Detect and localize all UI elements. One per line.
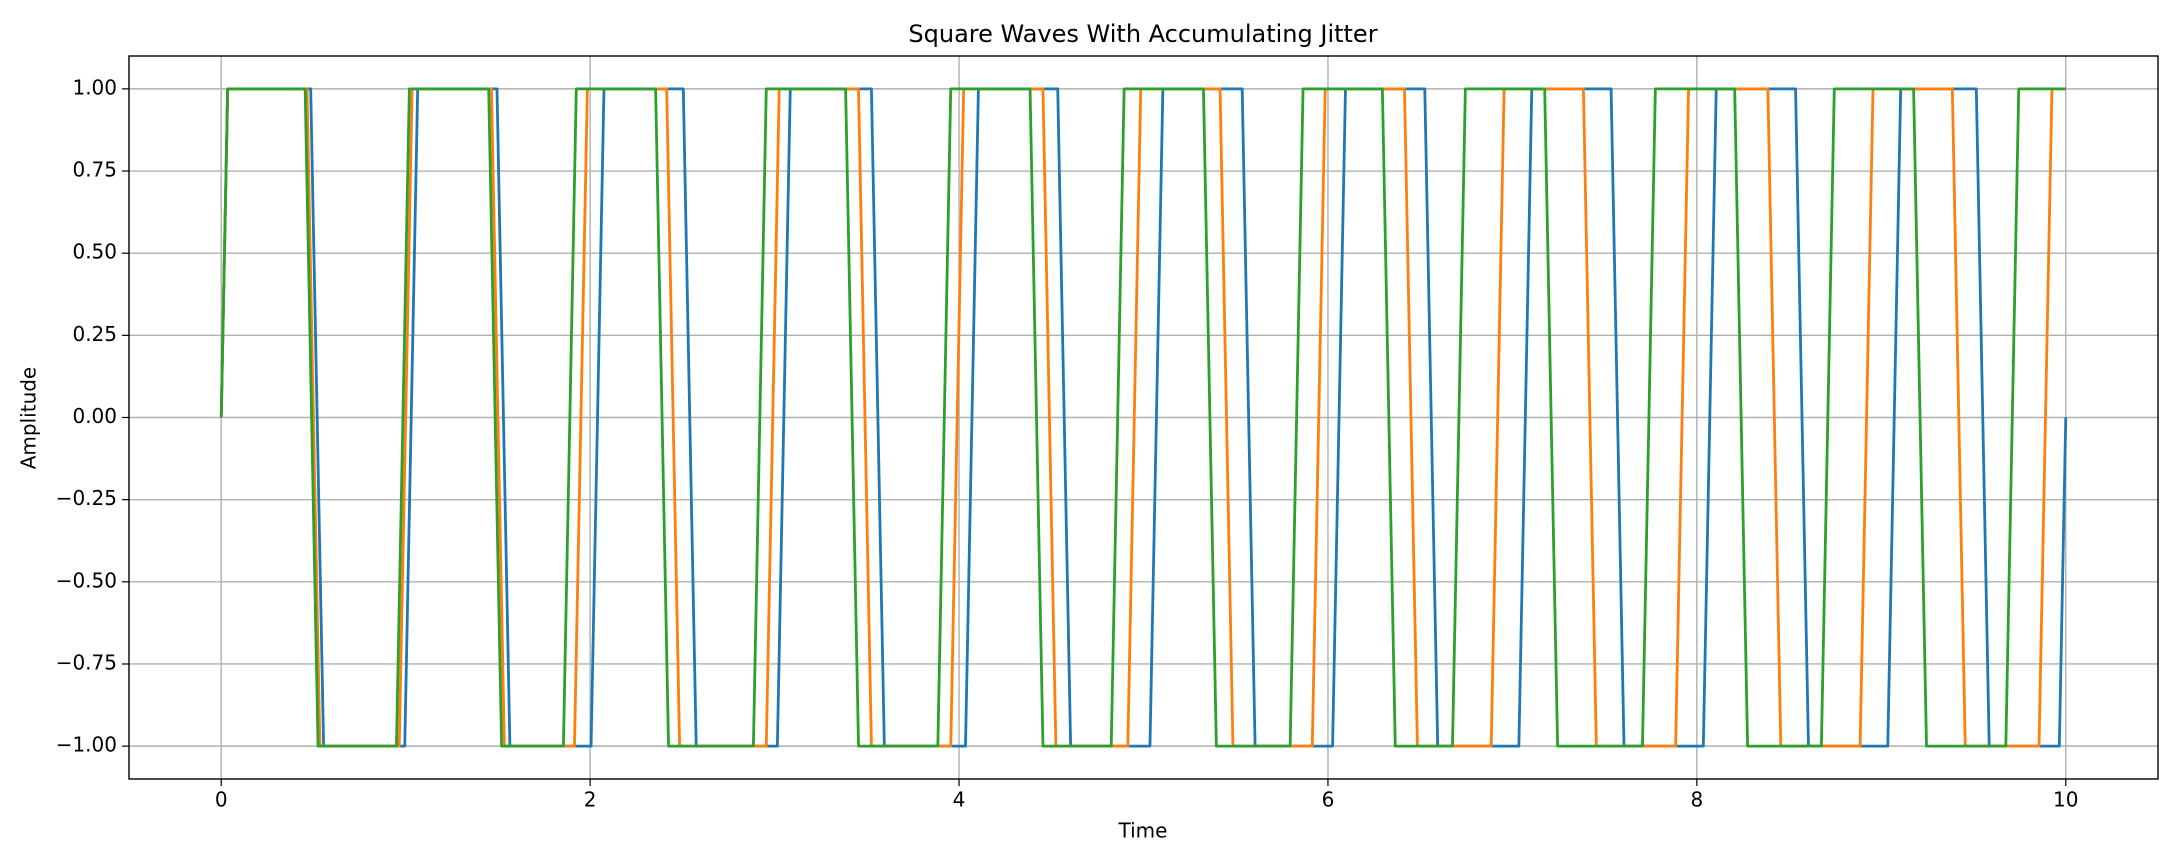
x-tick-label: 8 [1690, 788, 1703, 812]
y-axis-label: Amplitude [17, 367, 41, 470]
y-tick-label: 0.50 [72, 240, 117, 264]
y-tick-label: −1.00 [56, 733, 117, 757]
series-line [219, 87, 2068, 748]
y-tick-label: −0.75 [56, 650, 117, 674]
x-axis-label: Time [1118, 819, 1168, 843]
y-tick-label: 0.25 [72, 322, 117, 346]
series-line [219, 87, 2066, 748]
x-tick-label: 4 [953, 788, 966, 812]
y-tick-label: 0.75 [72, 158, 117, 182]
y-tick-label: 0.00 [72, 404, 117, 428]
chart-title: Square Waves With Accumulating Jitter [908, 20, 1377, 48]
y-tick-label: −0.50 [56, 568, 117, 592]
series-layer [219, 87, 2068, 748]
y-tick-label: −0.25 [56, 486, 117, 510]
x-tick-label: 2 [584, 788, 597, 812]
x-tick-label: 10 [2053, 788, 2078, 812]
y-tick-label: 1.00 [72, 75, 117, 99]
x-tick-label: 6 [1322, 788, 1335, 812]
grid-layer [129, 56, 2158, 779]
x-tick-label: 0 [215, 788, 228, 812]
